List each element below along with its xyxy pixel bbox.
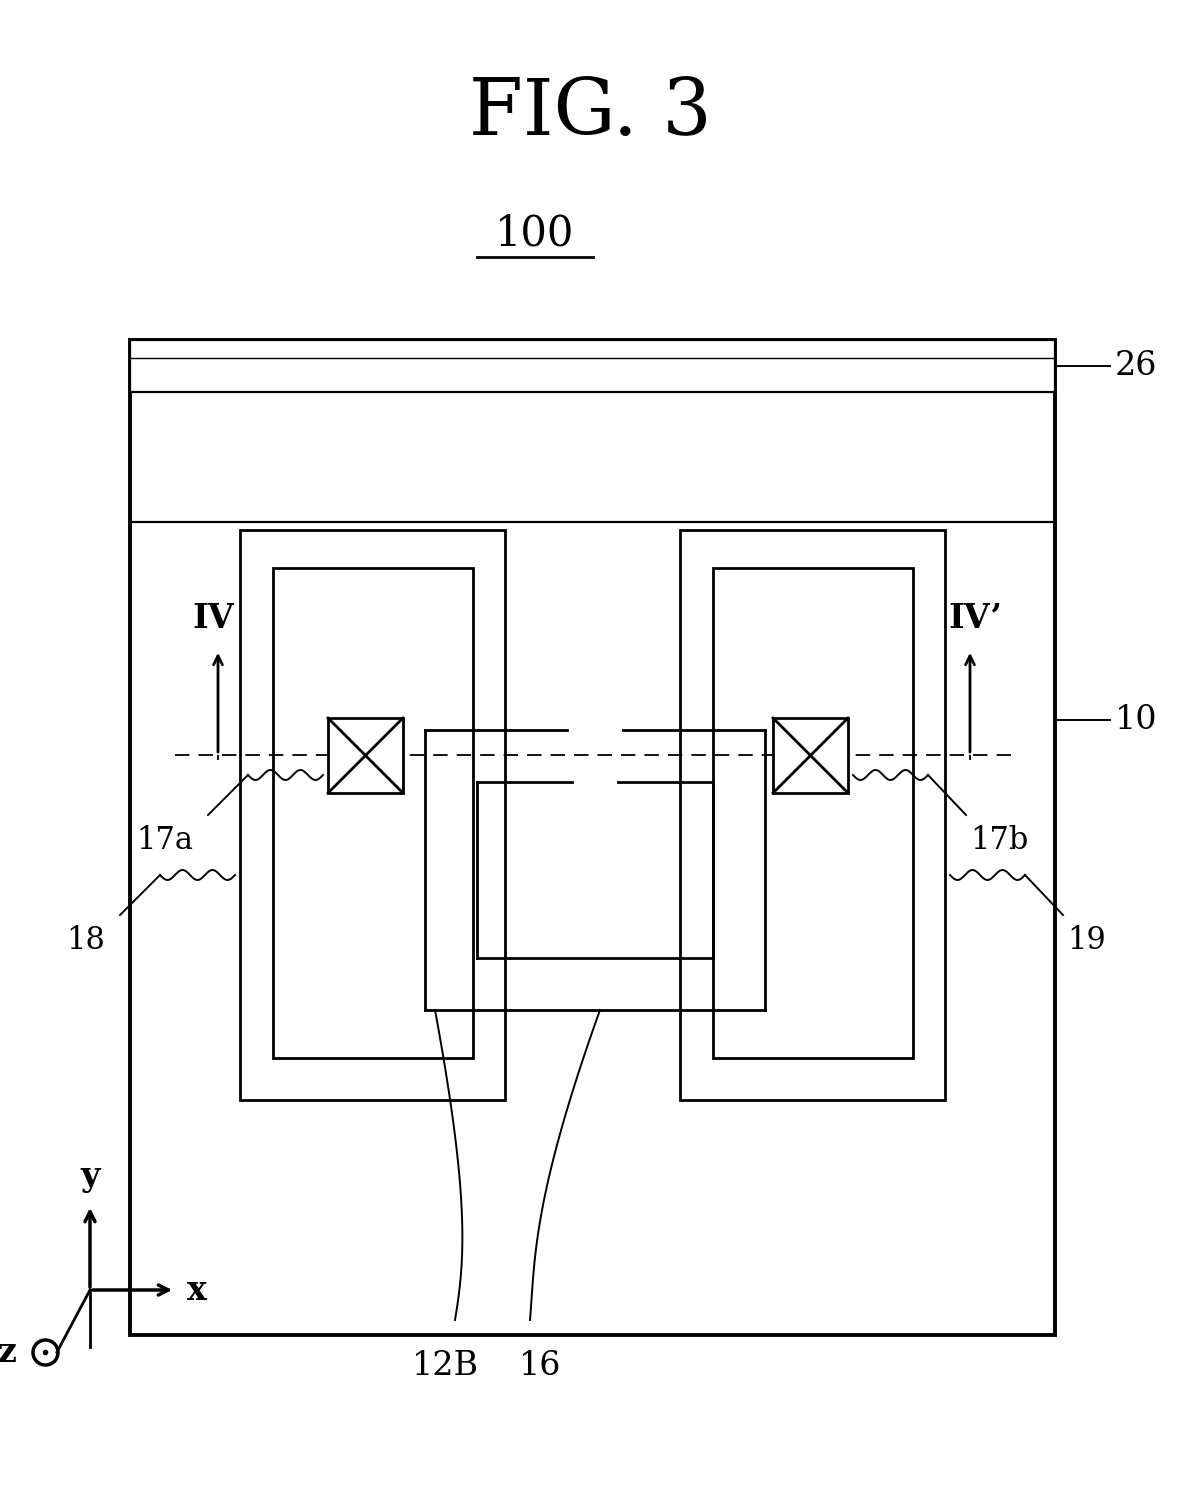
- Text: 100: 100: [495, 213, 575, 254]
- Bar: [328, 718, 403, 793]
- Text: z: z: [0, 1335, 17, 1368]
- Text: 19: 19: [1066, 925, 1105, 956]
- Text: 18: 18: [66, 925, 105, 956]
- Bar: [680, 529, 945, 1100]
- Text: x: x: [187, 1273, 207, 1307]
- Text: 12B: 12B: [411, 1350, 478, 1381]
- Bar: [774, 718, 848, 793]
- Text: y: y: [80, 1160, 99, 1193]
- Text: 16: 16: [518, 1350, 561, 1381]
- Bar: [130, 341, 1055, 1335]
- Text: 17a: 17a: [136, 825, 193, 857]
- Text: 17b: 17b: [970, 825, 1029, 857]
- Bar: [273, 568, 474, 1057]
- Bar: [240, 529, 505, 1100]
- Text: IV: IV: [193, 602, 234, 635]
- Bar: [130, 341, 1055, 393]
- Text: 26: 26: [1115, 349, 1157, 382]
- Text: 10: 10: [1115, 703, 1157, 736]
- Text: IV’: IV’: [948, 602, 1001, 635]
- Text: FIG. 3: FIG. 3: [469, 74, 712, 150]
- Bar: [713, 568, 913, 1057]
